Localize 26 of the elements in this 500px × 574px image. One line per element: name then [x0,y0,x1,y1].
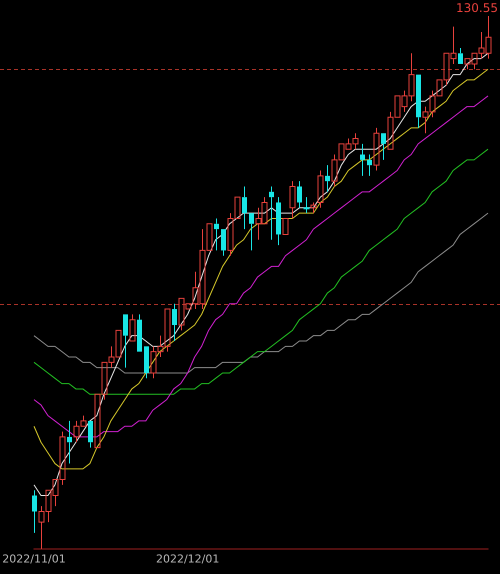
x-tick-label: 2022/11/01 [2,552,66,566]
candlestick [123,314,128,368]
candlestick [304,196,310,214]
candlestick [367,154,372,176]
candlestick [325,164,330,192]
candlestick [221,229,226,256]
candlestick [290,180,296,219]
candlestick [137,314,142,352]
candlestick [214,218,219,251]
candlestick [297,180,302,208]
candlestick [172,303,177,342]
candlestick [360,143,365,176]
candlestick [242,186,247,230]
candlestick [381,133,386,160]
candlestick [374,127,380,172]
candlestick [88,420,93,448]
text: 130.55 [456,1,498,16]
candlestick [269,186,274,240]
x-tick-label: 2022/12/01 [156,552,220,566]
candlestick [32,490,37,534]
candlestick [144,346,149,379]
candlestick [249,213,254,251]
candlestick [67,420,72,464]
candlestick [458,47,463,64]
candlestick [276,196,281,246]
candlestick [318,170,324,208]
